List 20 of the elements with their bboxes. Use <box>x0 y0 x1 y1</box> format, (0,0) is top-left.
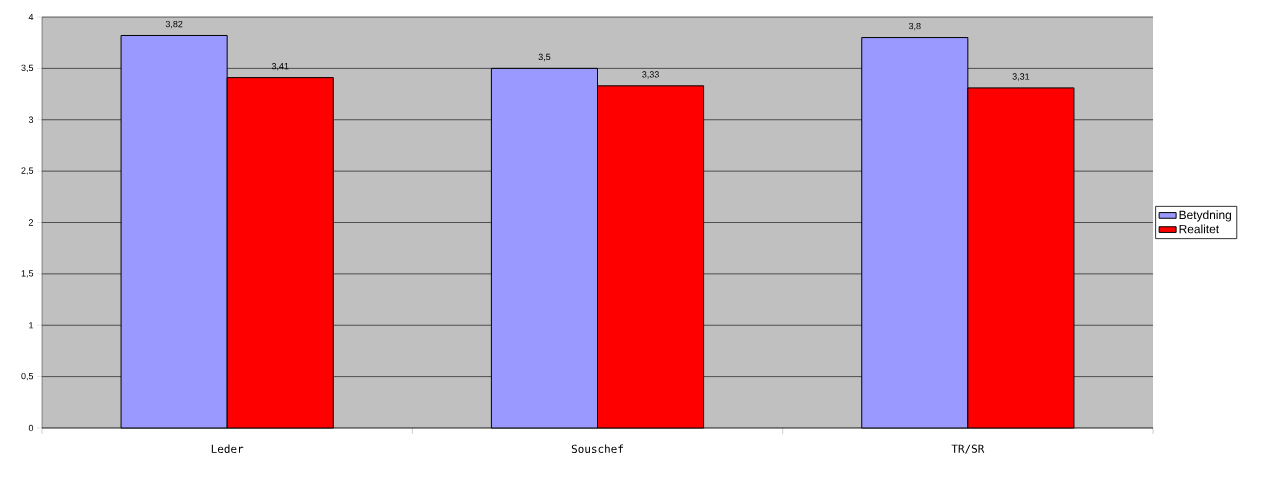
x-tick-label: TR/SR <box>951 444 985 454</box>
data-label: 3,33 <box>642 71 659 79</box>
y-tick-label: 0,5 <box>21 372 34 381</box>
y-tick-label: 1 <box>29 322 34 329</box>
y-tick-label: 2,5 <box>21 167 34 175</box>
data-label: 3,31 <box>1012 73 1030 81</box>
y-tick-label: 1,5 <box>21 270 34 278</box>
legend-label: Realitet <box>1179 224 1220 234</box>
y-tick-label: 0 <box>28 424 34 432</box>
y-tick-label: 3,5 <box>21 64 34 73</box>
data-label: 3,41 <box>271 63 289 71</box>
data-label: 3,82 <box>165 20 183 29</box>
y-tick-label: 3 <box>28 116 34 123</box>
data-label: 3,8 <box>908 22 921 31</box>
y-tick-label: 2 <box>28 219 34 226</box>
legend-label: Betydning <box>1179 210 1231 222</box>
x-tick-label: Souschef <box>571 444 623 453</box>
x-tick-label: Leder <box>211 444 244 453</box>
data-label: 3,5 <box>538 53 551 62</box>
y-tick-label: 4 <box>28 13 34 21</box>
